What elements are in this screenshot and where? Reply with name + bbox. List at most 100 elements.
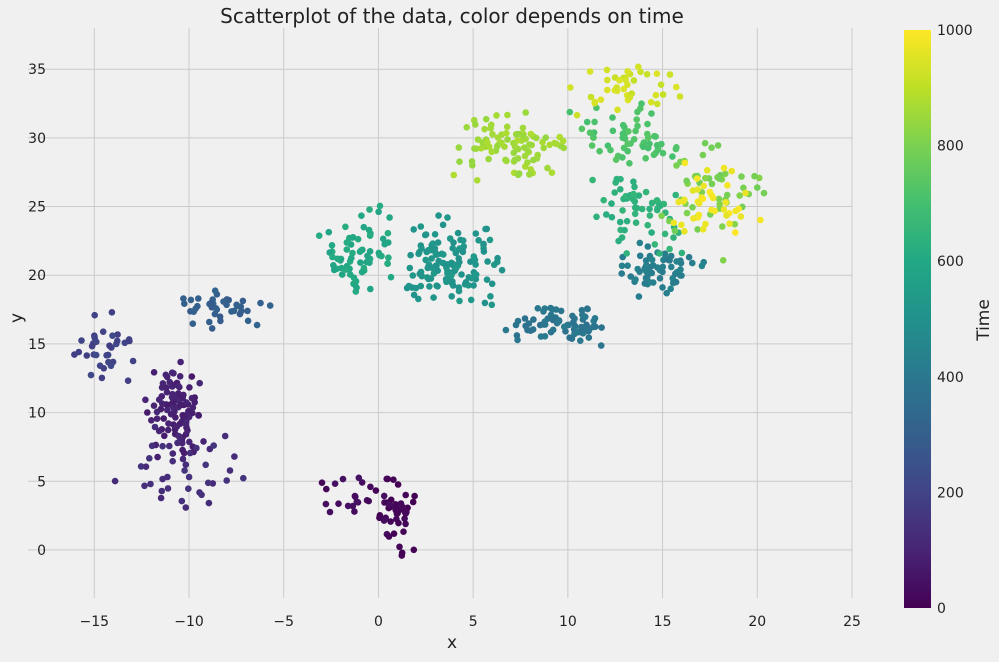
- scatter-point: [709, 181, 716, 188]
- scatter-point: [616, 77, 623, 84]
- scatter-point: [644, 71, 651, 78]
- scatter-point: [385, 230, 392, 237]
- scatter-point: [361, 224, 368, 231]
- scatter-point: [642, 280, 649, 287]
- y-axis-ticks: 05101520253035: [28, 62, 46, 559]
- scatter-point: [422, 232, 429, 239]
- scatter-point: [589, 142, 596, 149]
- scatter-point: [474, 177, 481, 184]
- scatter-point: [592, 323, 599, 330]
- x-tick-label: 20: [748, 614, 766, 630]
- scatter-point: [154, 454, 161, 461]
- scatter-point: [154, 415, 161, 422]
- y-tick-label: 0: [37, 543, 46, 559]
- x-tick-label: 10: [559, 614, 577, 630]
- scatter-point: [604, 67, 611, 74]
- scatter-point: [556, 134, 563, 141]
- scatter-point: [196, 380, 203, 387]
- scatter-point: [190, 404, 197, 411]
- scatter-point: [388, 274, 395, 281]
- scatter-point: [570, 319, 577, 326]
- colorbar-tick-label: 200: [937, 485, 964, 501]
- colorbar-tick-label: 1000: [937, 23, 973, 39]
- scatter-point: [662, 231, 669, 238]
- y-tick-label: 35: [28, 62, 46, 78]
- scatter-point: [448, 272, 455, 279]
- scatter-point: [586, 334, 593, 341]
- scatter-point: [487, 293, 494, 300]
- scatter-point: [432, 231, 439, 238]
- scatter-point: [615, 238, 622, 245]
- scatter-point: [335, 500, 342, 507]
- scatter-point: [460, 249, 467, 256]
- scatter-point: [481, 126, 488, 133]
- scatter-point: [231, 453, 238, 460]
- x-tick-label: 25: [843, 614, 861, 630]
- scatter-point: [179, 498, 186, 505]
- scatter-point: [106, 342, 113, 349]
- scatter-point: [103, 352, 110, 359]
- scatter-point: [617, 186, 624, 193]
- x-tick-label: 0: [374, 614, 383, 630]
- scatter-point: [702, 140, 709, 147]
- scatter-point: [603, 211, 610, 218]
- scatter-point: [407, 252, 414, 259]
- scatter-point: [618, 270, 625, 277]
- scatter-point: [240, 475, 247, 482]
- scatter-point: [326, 229, 333, 236]
- scatter-point: [494, 259, 501, 266]
- scatter-point: [654, 197, 661, 204]
- scatter-point: [651, 152, 658, 159]
- scatter-point: [386, 214, 393, 221]
- scatter-point: [385, 239, 392, 246]
- scatter-point: [484, 258, 491, 265]
- scatter-point: [577, 337, 584, 344]
- scatter-point: [526, 171, 533, 178]
- scatter-point: [165, 427, 172, 434]
- scatter-point: [473, 271, 480, 278]
- scatter-point: [667, 71, 674, 78]
- scatter-point: [681, 228, 688, 235]
- scatter-point: [689, 204, 696, 211]
- scatter-point: [610, 128, 617, 135]
- scatter-point: [202, 462, 209, 469]
- scatter-point: [430, 240, 437, 247]
- scatter-point: [169, 458, 176, 465]
- scatter-point: [149, 443, 156, 450]
- scatter-point: [366, 206, 373, 213]
- scatter-point: [410, 499, 417, 506]
- scatter-point: [598, 96, 605, 103]
- scatter-point: [456, 259, 463, 266]
- scatter-point: [109, 309, 116, 316]
- scatter-point: [475, 237, 482, 244]
- scatter-point: [678, 260, 685, 267]
- scatter-point: [584, 119, 591, 126]
- scatter-point: [637, 253, 644, 260]
- scatter-point: [579, 325, 586, 332]
- scatter-point: [395, 520, 402, 527]
- scatter-point: [344, 246, 351, 253]
- scatter-point: [683, 178, 690, 185]
- scatter-point: [463, 124, 470, 131]
- scatter-point: [708, 144, 715, 151]
- scatter-point: [426, 261, 433, 268]
- scatter-point: [640, 144, 647, 151]
- scatter-point: [721, 206, 728, 213]
- scatter-point: [484, 139, 491, 146]
- scatter-point: [473, 145, 480, 152]
- scatter-point: [440, 251, 447, 258]
- scatter-point: [164, 474, 171, 481]
- scatter-point: [180, 456, 187, 463]
- scatter-point: [367, 286, 374, 293]
- scatter-point: [646, 206, 653, 213]
- scatter-point: [574, 112, 581, 119]
- scatter-point: [339, 271, 346, 278]
- x-axis-label: x: [447, 633, 457, 653]
- scatter-point: [639, 206, 646, 213]
- scatter-point: [430, 294, 437, 301]
- scatter-point: [386, 501, 393, 508]
- scatter-point: [520, 132, 527, 139]
- scatter-point: [159, 488, 166, 495]
- scatter-point: [416, 271, 423, 278]
- scatter-point: [648, 229, 655, 236]
